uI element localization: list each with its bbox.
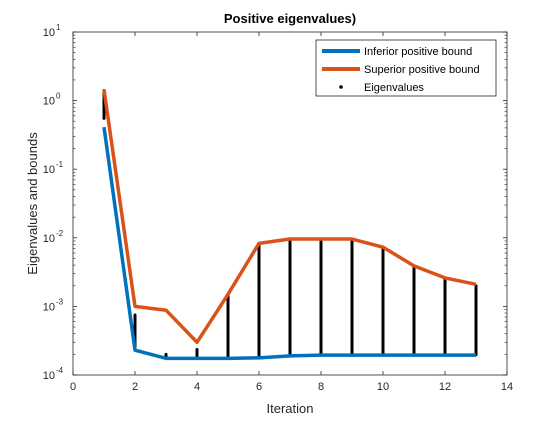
- y-tick-label: 10: [43, 164, 55, 176]
- y-tick-label-exponent: 0: [56, 92, 61, 101]
- legend-label-superior-bound: Superior positive bound: [364, 64, 480, 76]
- legend-marker-eigenvalues: [339, 85, 343, 89]
- y-tick-label-exponent: -4: [56, 366, 64, 375]
- y-tick-label: 10: [43, 27, 55, 39]
- series-layer: [102, 89, 477, 361]
- x-tick-label: 6: [256, 381, 262, 393]
- y-tick-label-exponent: -1: [56, 160, 64, 169]
- superior-bound-line: [102, 89, 477, 345]
- x-tick-label: 10: [377, 381, 389, 393]
- y-tick-label: 10: [43, 301, 55, 313]
- chart-title: Positive eigenvalues): [224, 11, 356, 26]
- axes-box: [72, 31, 508, 376]
- y-tick-label: 10: [43, 233, 55, 245]
- legend-label-eigenvalues: Eigenvalues: [364, 82, 424, 94]
- x-tick-label: 0: [70, 381, 76, 393]
- x-tick-label: 8: [318, 381, 324, 393]
- y-tick-label: 10: [43, 370, 55, 382]
- y-tick-label: 10: [43, 96, 55, 108]
- inferior-bound-line: [102, 126, 476, 361]
- legend[interactable]: Inferior positive bound Superior positiv…: [315, 39, 497, 97]
- legend-label-inferior-bound: Inferior positive bound: [364, 46, 472, 58]
- y-tick-label-exponent: -2: [56, 229, 64, 238]
- y-axis-label: Eigenvalues and bounds: [25, 132, 40, 275]
- x-tick-label: 4: [194, 381, 200, 393]
- y-tick-label-exponent: 1: [56, 23, 61, 32]
- x-tick-label: 12: [439, 381, 451, 393]
- x-axis-label: Iteration: [267, 401, 314, 416]
- x-tick-label: 2: [132, 381, 138, 393]
- y-tick-label-exponent: -3: [56, 297, 64, 306]
- x-tick-label: 14: [501, 381, 513, 393]
